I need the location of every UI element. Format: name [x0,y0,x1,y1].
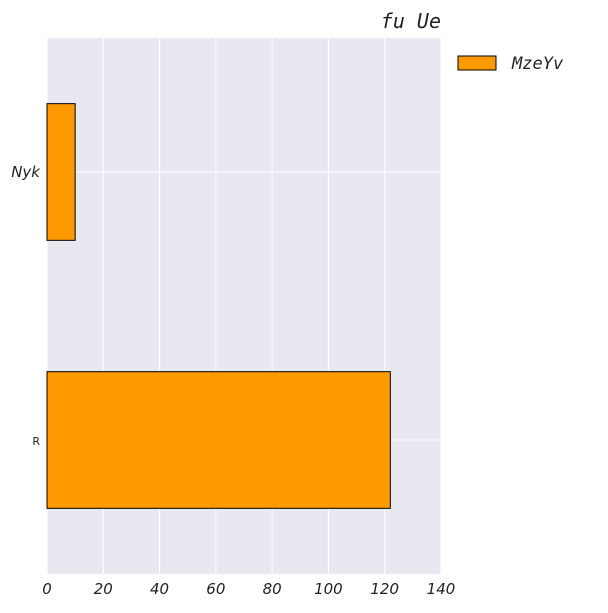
legend-label: MzeYv [511,54,564,74]
x-tick-label: 100 [314,580,343,598]
x-tick-label: 0 [42,580,52,598]
x-tick-label: 20 [94,580,113,598]
x-tick-label: 80 [263,580,282,598]
x-tick-label: 60 [206,580,225,598]
x-tick-label: 140 [427,580,456,598]
bars [46,103,391,509]
bar-nyk [46,103,76,241]
legend-swatch [457,55,497,71]
y-tick-label-r: R [32,435,40,448]
x-tick-labels: 0 20 40 60 80 100 120 140 [42,580,455,598]
legend: MzeYv [457,54,564,74]
x-tick-label: 40 [150,580,169,598]
y-tick-labels: Nyk R [11,163,41,448]
bar-r [46,371,391,509]
y-tick-label-nyk: Nyk [11,163,41,181]
chart-title: fu Ue [381,9,441,33]
x-tick-label: 120 [370,580,399,598]
